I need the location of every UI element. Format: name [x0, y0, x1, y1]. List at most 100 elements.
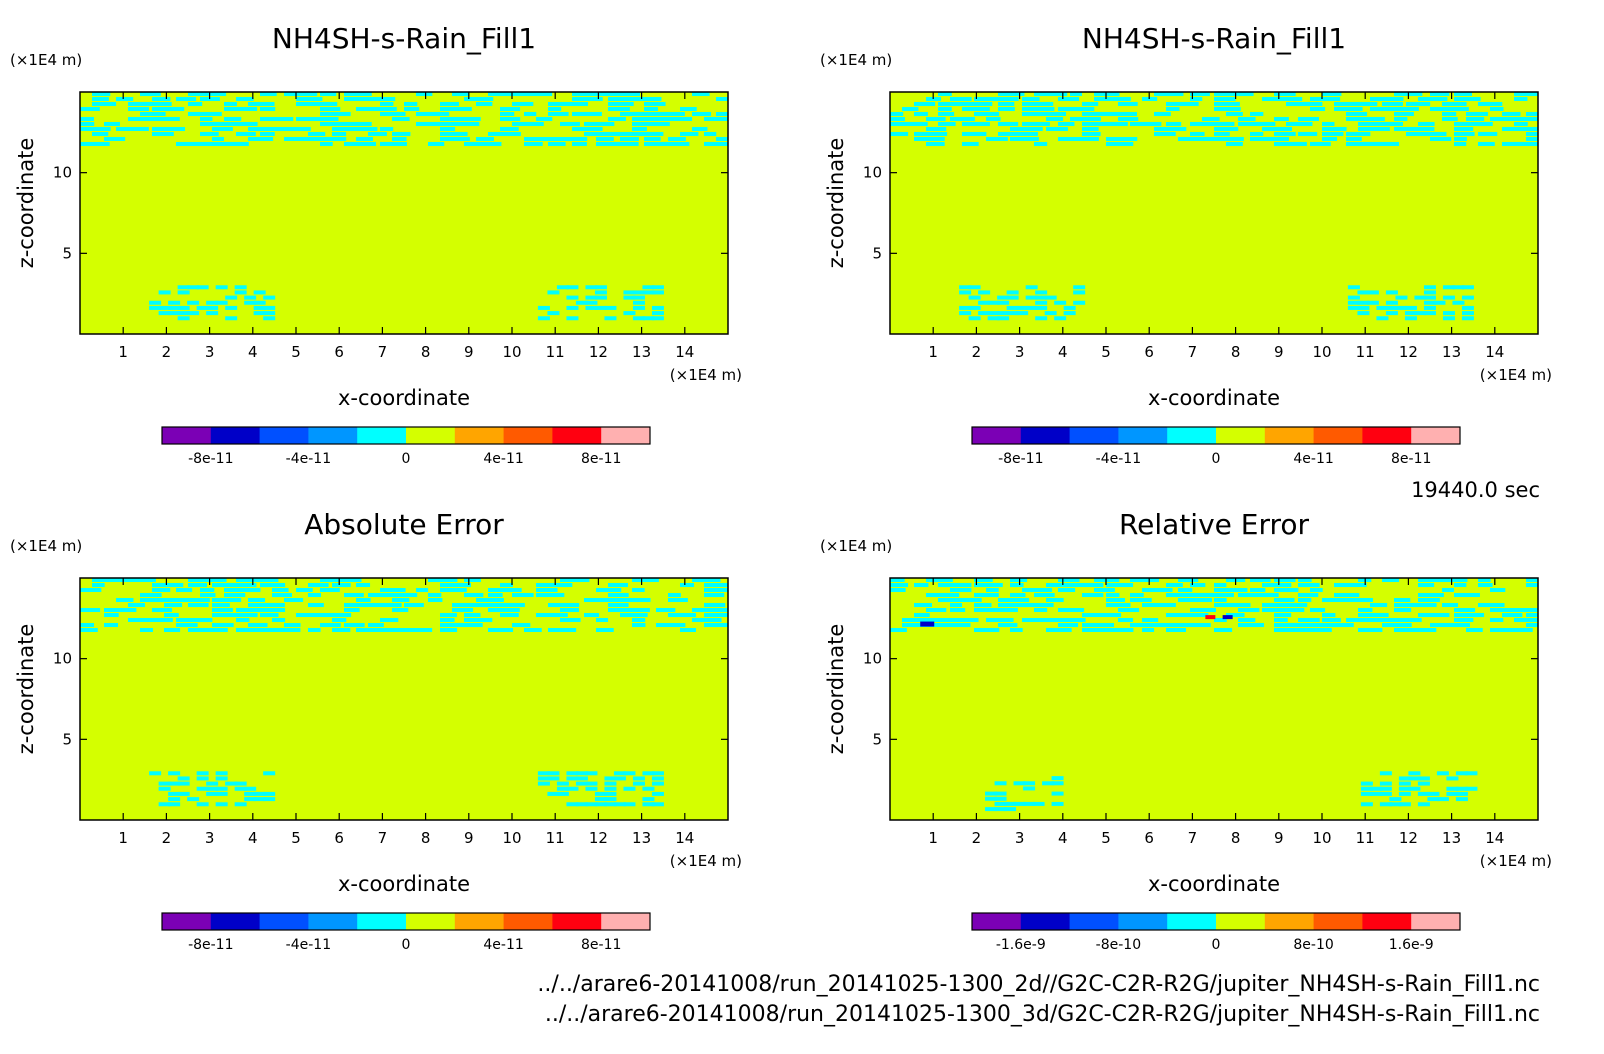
- field-cell: [524, 122, 544, 126]
- field-cell: [1423, 311, 1436, 316]
- field-cell: [1238, 603, 1251, 607]
- colorbar-label: 8e-11: [581, 451, 621, 467]
- field-cell: [1446, 786, 1459, 791]
- field-cell: [1034, 92, 1055, 96]
- colorbar-swatch: [552, 913, 602, 930]
- field-cell: [1358, 117, 1372, 121]
- field-cell: [1298, 132, 1318, 136]
- field-cell: [1286, 608, 1305, 612]
- field-cell: [548, 142, 566, 146]
- field-cell: [596, 588, 610, 592]
- field-cell: [902, 623, 920, 627]
- field-cell: [1454, 593, 1469, 597]
- colorbar-swatch: [1118, 913, 1168, 930]
- field-cell: [1006, 295, 1019, 300]
- field-cell: [1490, 102, 1503, 106]
- field-cell: [440, 132, 456, 136]
- field-cell: [1442, 316, 1455, 321]
- field-cell: [1526, 613, 1538, 617]
- field-cell: [1417, 776, 1430, 781]
- field-cell: [80, 117, 94, 121]
- field-cell: [1286, 122, 1307, 126]
- field-cell: [140, 598, 160, 602]
- field-cell: [1408, 776, 1421, 781]
- field-cell: [176, 142, 194, 146]
- field-cell: [1035, 295, 1048, 300]
- field-cell: [668, 623, 686, 627]
- field-cell: [604, 797, 617, 802]
- field-cell: [594, 295, 607, 300]
- field-cell: [452, 137, 470, 141]
- x-tick-label: 6: [1144, 829, 1154, 847]
- field-cell: [1389, 802, 1402, 807]
- field-cell: [380, 142, 393, 146]
- field-cell: [566, 295, 579, 300]
- field-cell: [1478, 102, 1495, 106]
- field-cell: [1106, 122, 1128, 126]
- field-cell: [308, 613, 329, 617]
- field-cell: [215, 802, 228, 807]
- field-cell: [296, 127, 311, 131]
- field-cell: [1190, 132, 1205, 136]
- field-cell: [1466, 117, 1485, 121]
- field-cell: [1250, 593, 1263, 597]
- field-cell: [1452, 300, 1465, 305]
- field-cell: [962, 618, 979, 622]
- x-tick-label: 4: [248, 343, 258, 361]
- field-cell: [1310, 102, 1323, 106]
- field-cell: [1366, 300, 1379, 305]
- field-cell: [1106, 112, 1126, 116]
- field-cell: [1142, 628, 1155, 632]
- field-cell: [263, 771, 276, 776]
- field-cell: [1051, 781, 1064, 786]
- field-cell: [537, 771, 550, 776]
- field-cell: [428, 112, 450, 116]
- field-cell: [272, 603, 285, 607]
- field-cell: [1360, 786, 1373, 791]
- field-cell: [1379, 791, 1392, 796]
- field-cell: [1398, 786, 1411, 791]
- field-cell: [177, 305, 190, 310]
- field-cell: [704, 578, 721, 582]
- field-cell: [596, 137, 614, 141]
- field-cell: [284, 137, 305, 141]
- colorbar-label: 0: [402, 451, 411, 467]
- field-cell: [356, 628, 374, 632]
- field-cell: [1406, 603, 1428, 607]
- field-cell: [1430, 92, 1450, 96]
- field-cell: [212, 628, 228, 632]
- field-cell: [1106, 92, 1120, 96]
- field-cell: [1502, 628, 1524, 632]
- field-cell: [452, 603, 468, 607]
- field-cell: [608, 92, 625, 96]
- field-cell: [1070, 117, 1087, 121]
- field-cell: [1214, 598, 1227, 602]
- field-cell: [164, 107, 185, 111]
- field-cell: [620, 132, 640, 136]
- x-tick-label: 1: [928, 829, 938, 847]
- x-tick-label: 7: [1188, 829, 1198, 847]
- field-cell: [623, 786, 636, 791]
- field-cell: [608, 142, 627, 146]
- field-cell: [575, 781, 588, 786]
- field-cell: [1166, 583, 1183, 587]
- field-cell: [938, 583, 956, 587]
- field-cell: [168, 771, 181, 776]
- field-cell: [692, 618, 714, 622]
- field-cell: [692, 112, 712, 116]
- x-tick-label: 13: [632, 343, 651, 361]
- field-cell: [608, 598, 629, 602]
- field-cell: [644, 122, 665, 126]
- field-cell: [1408, 771, 1421, 776]
- x-tick-label: 7: [378, 343, 388, 361]
- field-cell: [1430, 97, 1448, 101]
- field-cell: [1262, 603, 1281, 607]
- field-cell: [978, 300, 991, 305]
- field-cell: [149, 300, 162, 305]
- field-cell: [716, 608, 728, 612]
- field-cell: [1094, 122, 1116, 126]
- field-cell: [512, 593, 534, 597]
- field-cell: [488, 603, 504, 607]
- field-cell: [1502, 608, 1524, 612]
- field-cell: [464, 618, 483, 622]
